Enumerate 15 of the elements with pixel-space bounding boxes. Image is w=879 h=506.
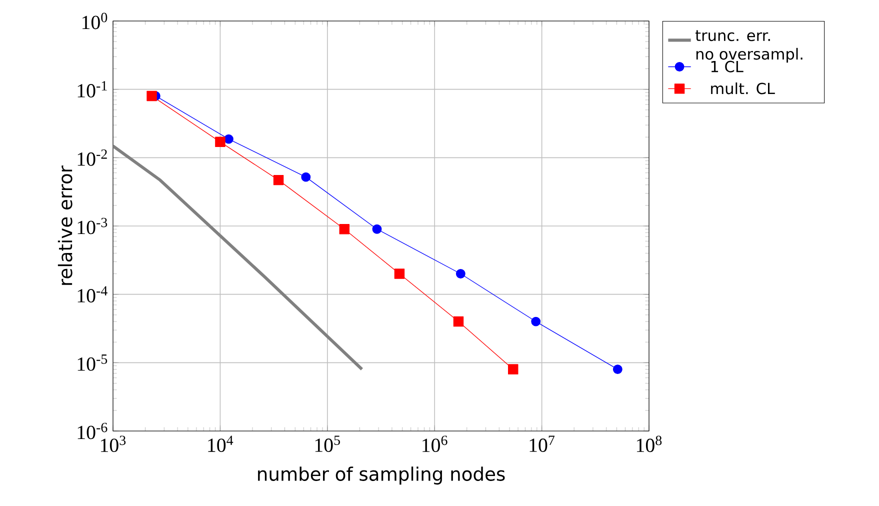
x-tick-label: 10$^{4}$ <box>208 436 234 452</box>
y-tick-label: 10$^{-3}$ <box>78 218 108 234</box>
x-axis-title: number of sampling nodes <box>258 466 505 485</box>
legend-label: mult. CL <box>711 82 775 94</box>
legend-label: 1 CL <box>711 60 744 72</box>
x-tick-label: 10$^{6}$ <box>422 436 448 452</box>
x-tick-label: 10$^{5}$ <box>315 436 340 452</box>
y-tick-label: 10$^{-4}$ <box>78 286 108 302</box>
x-tick-label: 10$^{8}$ <box>636 436 662 452</box>
y-tick-label: 10$^{-1}$ <box>78 81 107 98</box>
y-tick-label: 10$^{-5}$ <box>78 354 108 371</box>
y-tick-label: 10$^{0}$ <box>82 12 108 30</box>
y-axis-title: relative error <box>58 165 72 285</box>
x-tick-label: 10$^{7}$ <box>530 436 555 452</box>
y-tick-label: 10$^{-2}$ <box>78 149 107 166</box>
